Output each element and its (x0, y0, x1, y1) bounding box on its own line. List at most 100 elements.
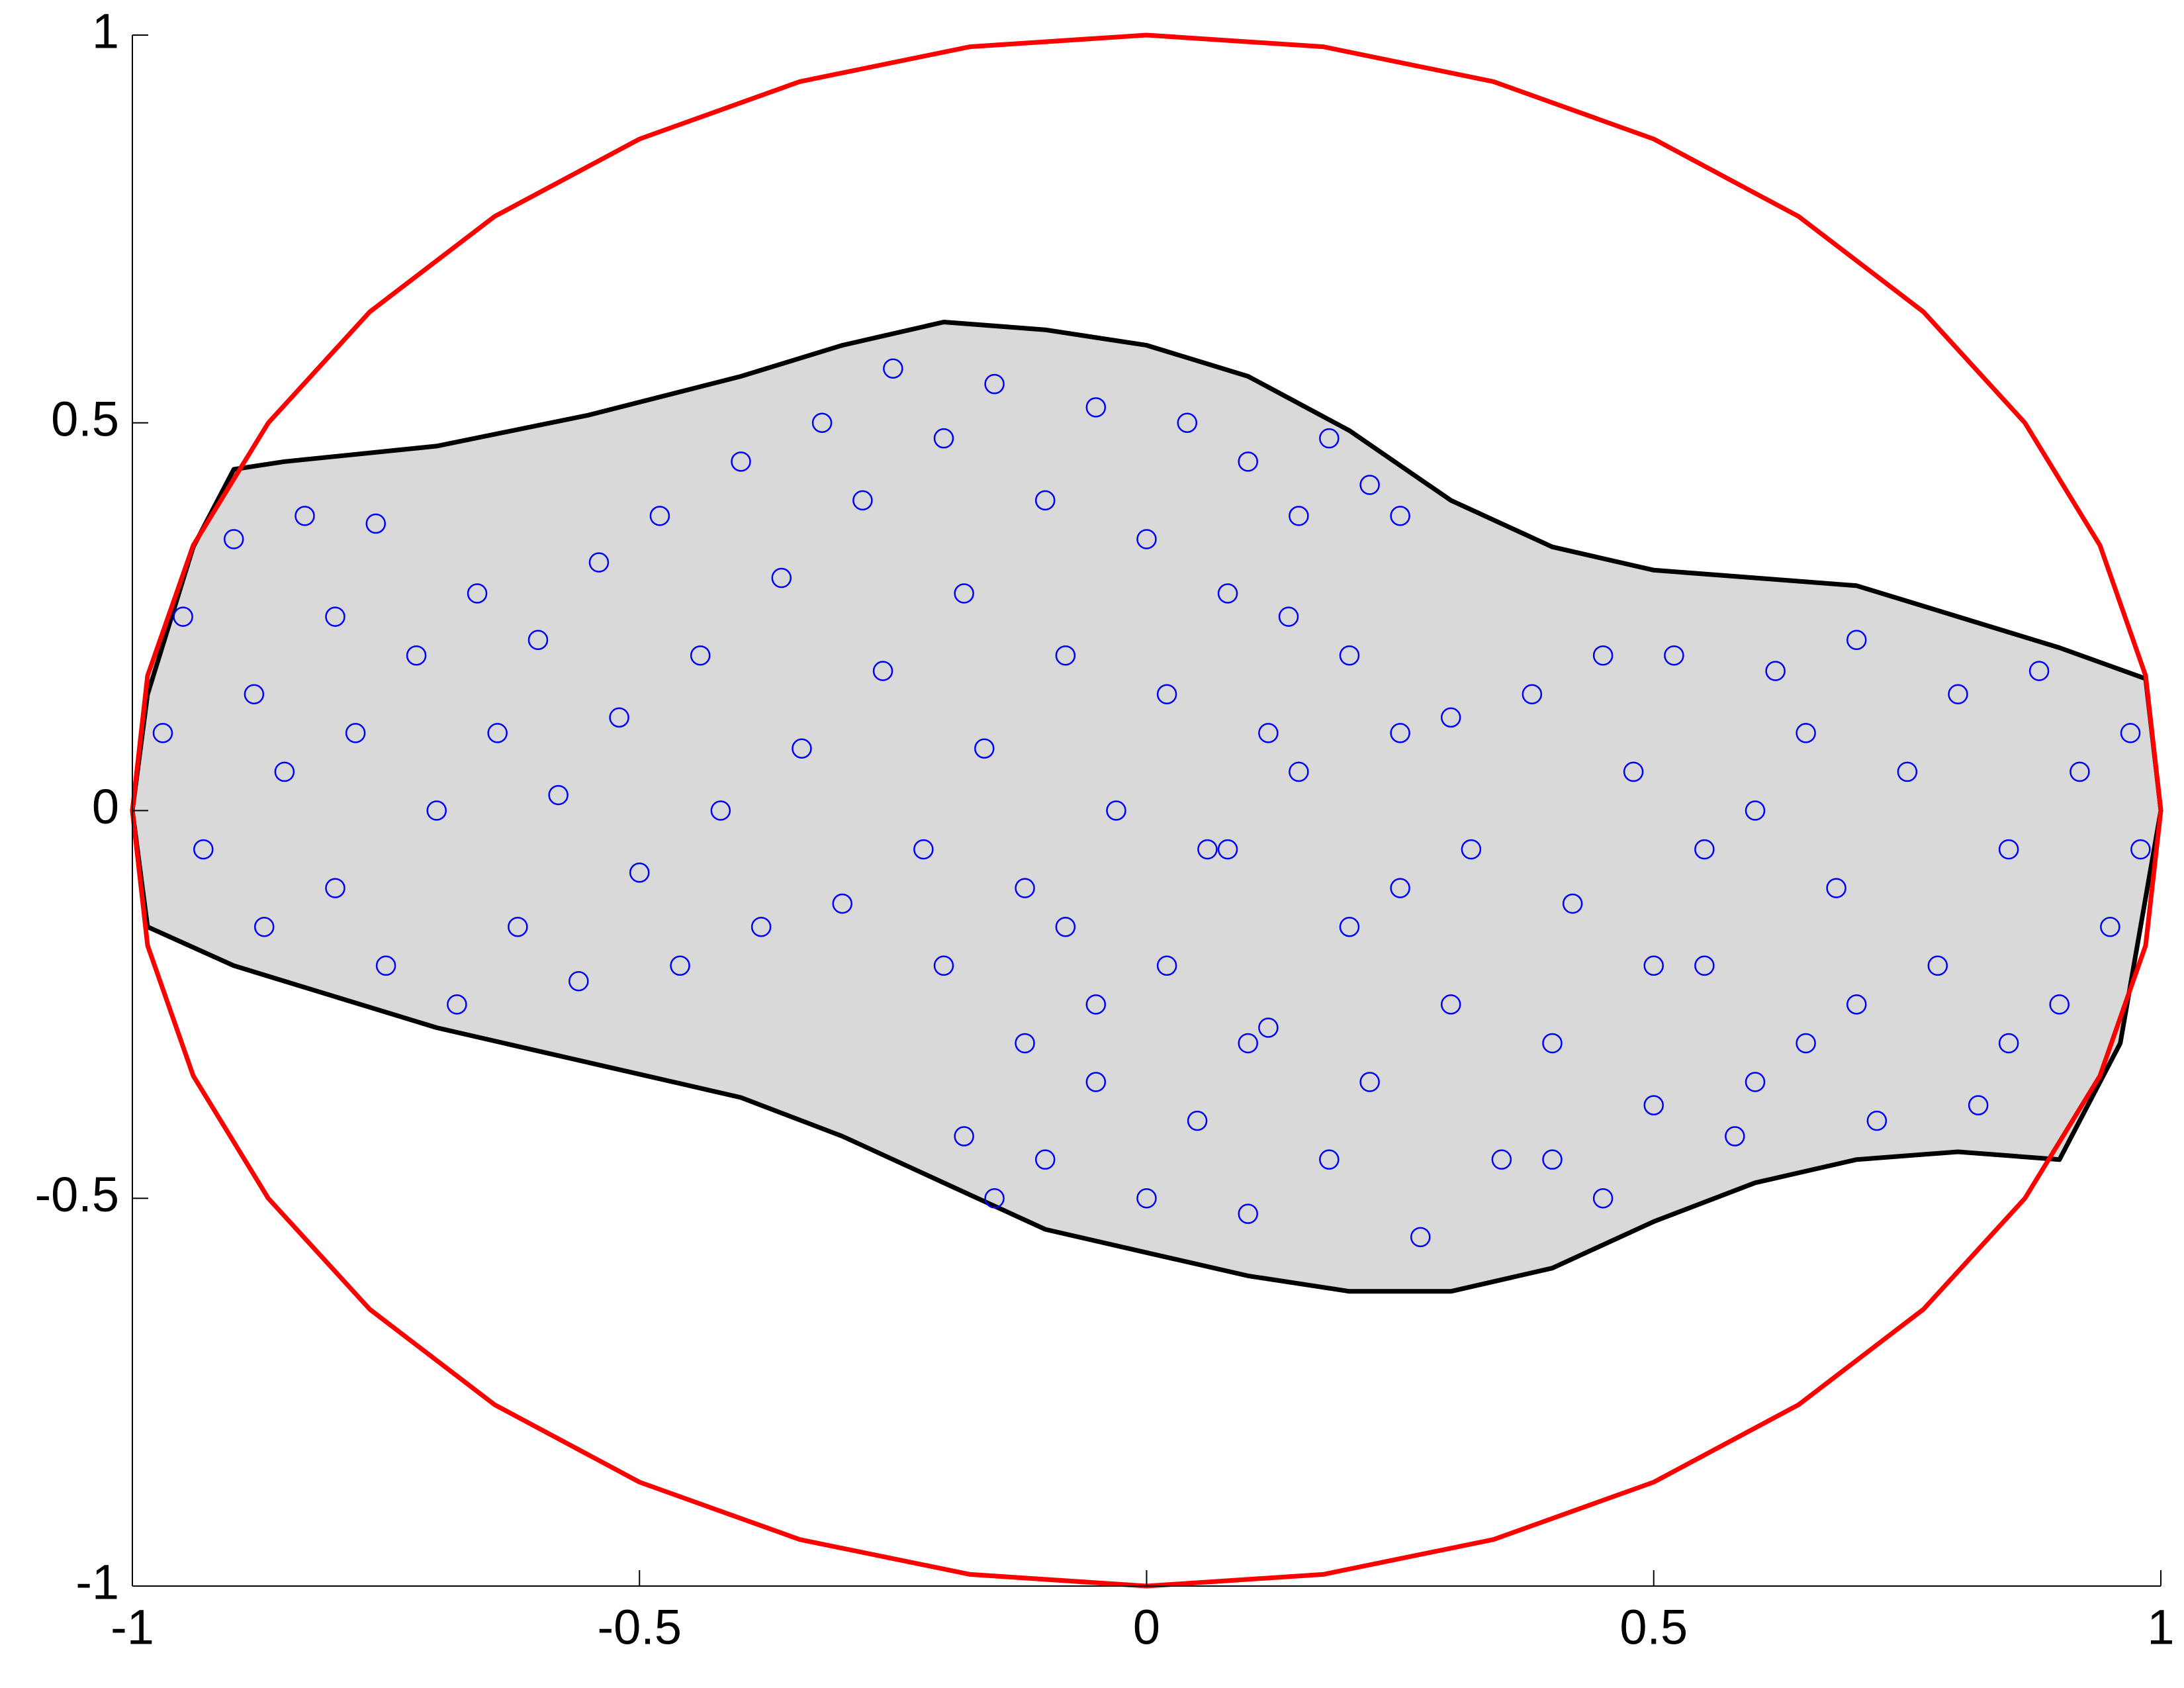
point (1826, 878, 1846, 898)
point (173, 606, 193, 627)
point (1441, 707, 1461, 728)
point (1187, 1110, 1208, 1131)
point (548, 784, 569, 806)
point (1765, 661, 1786, 681)
point (1289, 506, 1309, 526)
point (1319, 1149, 1340, 1170)
point (1197, 839, 1218, 860)
point (345, 723, 366, 743)
point (1085, 994, 1107, 1015)
y-tick-label: -1 (75, 1555, 119, 1610)
point (1643, 1095, 1664, 1115)
point (1339, 916, 1360, 937)
point (2070, 761, 2090, 782)
point (426, 800, 447, 821)
point (954, 583, 974, 604)
point (295, 506, 315, 526)
region (130, 320, 2163, 1294)
point (1319, 428, 1340, 449)
point (1796, 1033, 1816, 1054)
point (2120, 723, 2141, 743)
point (872, 661, 893, 681)
point (1136, 1188, 1157, 1209)
point (1897, 761, 1918, 782)
point (1339, 645, 1360, 666)
point (1238, 451, 1258, 472)
point (1592, 1188, 1614, 1209)
point (933, 955, 954, 976)
point (984, 1188, 1005, 1209)
point (1015, 1033, 1035, 1054)
point (690, 645, 711, 666)
point (467, 583, 488, 604)
point (193, 839, 214, 860)
point (1745, 1072, 1766, 1092)
point (1745, 800, 1766, 821)
point (1796, 723, 1816, 743)
point (852, 490, 873, 511)
point (974, 738, 995, 759)
point (325, 878, 345, 898)
point (1085, 397, 1107, 418)
point (1055, 916, 1076, 937)
x-tick-label: 0 (1133, 1600, 1160, 1655)
y-tick-label: 1 (92, 4, 119, 59)
point (1725, 1126, 1745, 1147)
point (1542, 1033, 1563, 1054)
x-tick-label: -0.5 (597, 1600, 682, 1655)
point (1998, 839, 2019, 860)
x-tick-label: -1 (111, 1600, 154, 1655)
point (1359, 1072, 1380, 1092)
point (569, 970, 589, 992)
point (1156, 955, 1177, 976)
point (792, 738, 812, 759)
point (670, 955, 690, 976)
point (447, 994, 467, 1015)
point (1217, 839, 1238, 860)
point (253, 916, 275, 937)
point (1258, 1017, 1279, 1038)
point (1156, 684, 1177, 705)
point (1085, 1072, 1107, 1092)
point (1643, 955, 1664, 976)
point (2028, 661, 2050, 681)
point (1390, 878, 1410, 898)
point (832, 893, 852, 914)
point (1390, 506, 1410, 526)
point (1359, 475, 1380, 495)
point (1258, 723, 1279, 743)
y-tick-label: 0 (92, 779, 119, 834)
point (1035, 1149, 1056, 1170)
point (710, 800, 731, 821)
point (1136, 529, 1157, 549)
point (1491, 1149, 1512, 1170)
point (1592, 645, 1614, 666)
point (811, 412, 833, 433)
point (508, 916, 528, 937)
point (1927, 955, 1948, 976)
point (731, 451, 751, 472)
point (1055, 645, 1076, 666)
point (2130, 839, 2151, 860)
point (152, 723, 173, 743)
point (1846, 630, 1867, 651)
point (1846, 994, 1867, 1015)
point (1664, 645, 1684, 666)
point (588, 552, 610, 573)
point (1968, 1095, 1989, 1115)
point (1390, 723, 1410, 743)
point (933, 428, 954, 449)
point (1238, 1203, 1258, 1224)
point (1217, 583, 1238, 604)
point (274, 761, 295, 782)
y-tick-label: 0.5 (51, 391, 119, 446)
point (1035, 490, 1056, 511)
point (609, 707, 629, 728)
y-tick-label: -0.5 (34, 1167, 119, 1222)
point (984, 373, 1005, 395)
point (224, 529, 244, 549)
point (1998, 1033, 2019, 1054)
point (1542, 1149, 1563, 1170)
point (406, 645, 427, 666)
